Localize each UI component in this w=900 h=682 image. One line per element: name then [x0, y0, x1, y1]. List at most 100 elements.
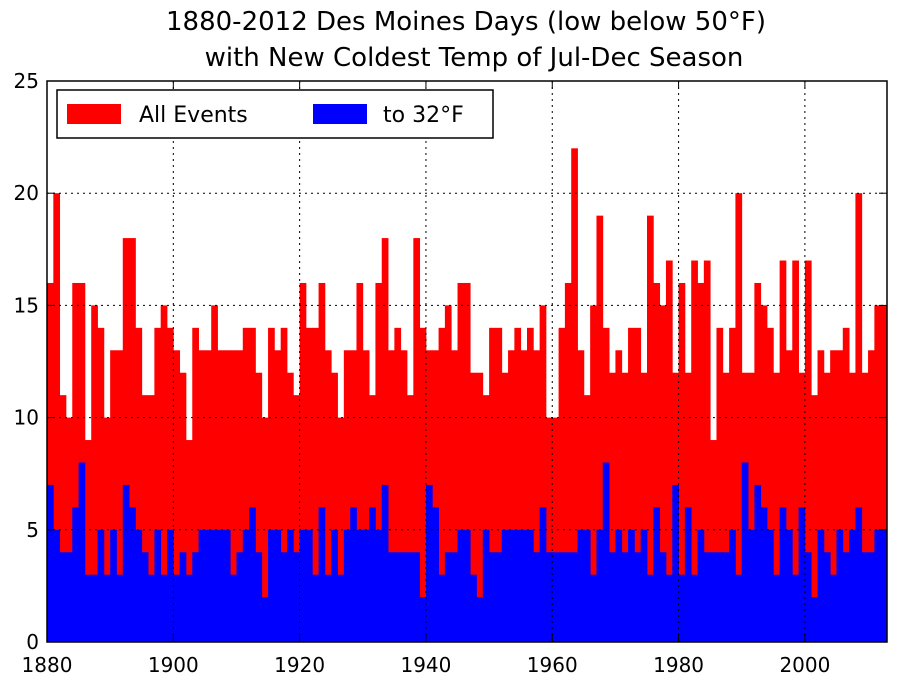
bar	[350, 507, 357, 642]
bar	[444, 552, 452, 642]
bar	[691, 260, 698, 642]
bar	[836, 529, 844, 642]
bar	[167, 327, 174, 642]
bar	[129, 507, 136, 642]
bar	[527, 529, 534, 642]
bar	[792, 260, 799, 642]
bar	[773, 372, 781, 642]
bar	[230, 350, 237, 642]
bar	[337, 574, 345, 642]
bar	[590, 574, 597, 642]
chart-title-line-2: with New Coldest Temp of Jul-Dec Season	[205, 43, 744, 73]
x-tick-label: 1880	[22, 653, 73, 677]
bar	[287, 529, 294, 642]
bar	[451, 552, 458, 642]
bar	[293, 552, 301, 642]
bar	[135, 327, 143, 642]
bar	[514, 327, 522, 642]
bar	[811, 395, 818, 642]
bar	[419, 597, 427, 642]
bar	[508, 350, 515, 642]
bar	[388, 552, 395, 642]
y-tick-label: 10	[14, 406, 39, 430]
bar	[729, 327, 736, 642]
bar	[299, 529, 307, 642]
bar	[122, 238, 130, 642]
bar	[261, 597, 269, 642]
bar	[198, 350, 206, 642]
bar	[842, 327, 850, 642]
legend-label-to-32f: to 32°F	[383, 103, 464, 128]
bar	[836, 350, 844, 642]
bar	[141, 552, 149, 642]
legend-swatch-to-32f	[313, 104, 367, 124]
bar	[116, 574, 124, 642]
bar	[830, 574, 837, 642]
bar	[722, 552, 730, 642]
bar	[337, 417, 345, 642]
bar	[53, 193, 61, 642]
bar	[653, 507, 661, 642]
bar	[609, 372, 616, 642]
bar	[223, 529, 231, 642]
bar	[735, 574, 743, 642]
bar	[249, 507, 256, 642]
bar	[185, 574, 193, 642]
bar	[148, 574, 155, 642]
bar	[665, 260, 673, 642]
bar	[255, 372, 263, 642]
bar	[261, 417, 269, 642]
bar	[533, 552, 541, 642]
bar	[514, 529, 522, 642]
bar	[400, 350, 408, 642]
bar	[647, 215, 654, 642]
bar	[204, 350, 212, 642]
bar	[84, 440, 92, 642]
bar	[160, 574, 168, 642]
bar	[242, 529, 250, 642]
bar	[583, 529, 591, 642]
bar	[482, 529, 490, 642]
bar	[501, 529, 509, 642]
bar	[274, 529, 282, 642]
bar	[495, 552, 503, 642]
bar	[785, 350, 793, 642]
bar	[356, 282, 364, 642]
bar	[552, 552, 559, 642]
bar	[375, 529, 383, 642]
bar	[413, 552, 421, 642]
bar	[798, 507, 806, 642]
bar	[318, 282, 326, 642]
bar	[444, 305, 452, 642]
bar	[438, 574, 446, 642]
legend: All Events to 32°F	[56, 89, 494, 139]
bar	[697, 282, 705, 642]
series-0-bars	[47, 148, 888, 642]
bar	[457, 282, 465, 642]
bar	[211, 529, 218, 642]
bar	[874, 305, 882, 642]
bar	[615, 350, 623, 642]
bar	[874, 529, 882, 642]
bar	[78, 462, 86, 642]
bar	[590, 305, 597, 642]
bar	[84, 574, 92, 642]
bar	[287, 372, 294, 642]
bar	[564, 282, 572, 642]
bar	[116, 350, 124, 642]
bar	[192, 552, 199, 642]
bar	[552, 417, 559, 642]
bar	[621, 552, 629, 642]
bar	[804, 552, 812, 642]
bar	[659, 305, 667, 642]
axes-frame	[46, 80, 888, 643]
bar	[470, 574, 477, 642]
bar	[457, 529, 465, 642]
bar	[577, 529, 585, 642]
bar	[703, 260, 711, 642]
bar	[47, 484, 54, 642]
bar	[381, 238, 389, 642]
bar	[432, 350, 439, 642]
bar	[722, 372, 730, 642]
